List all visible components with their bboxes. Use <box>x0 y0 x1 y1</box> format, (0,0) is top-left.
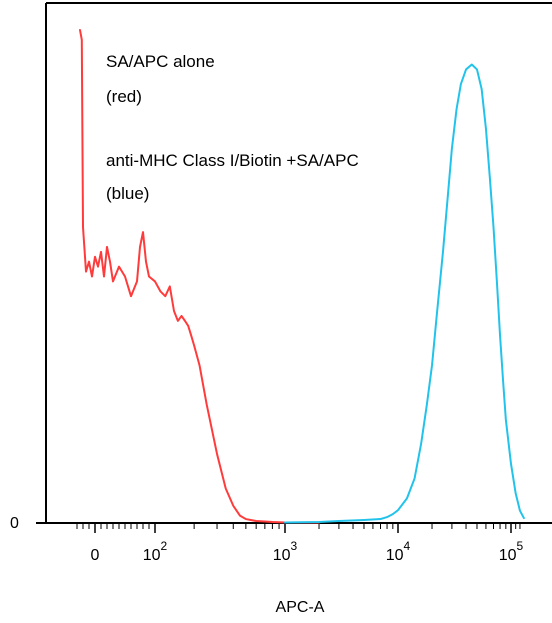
series-layer <box>79 29 525 524</box>
x-tick-label-1: 102 <box>143 539 168 564</box>
annotation-blue-2: (blue) <box>106 184 149 203</box>
y-tick-label-0: 0 <box>10 515 19 532</box>
x-tick-label-4: 105 <box>499 539 524 564</box>
annotation-red-1: SA/APC alone <box>106 52 215 71</box>
series-line-1 <box>284 63 525 524</box>
series-line-0 <box>79 29 321 524</box>
x-axis-title: APC-A <box>276 599 325 616</box>
x-axis-tick-labels: 0 102 103 104 105 <box>91 539 524 564</box>
x-tick-label-3: 104 <box>386 539 411 564</box>
annotation-red-2: (red) <box>106 87 142 106</box>
x-tick-label-0: 0 <box>91 547 100 564</box>
annotation-blue-1: anti-MHC Class I/Biotin +SA/APC <box>106 151 359 170</box>
x-axis-ticks <box>76 524 521 533</box>
x-tick-label-2: 103 <box>273 539 298 564</box>
